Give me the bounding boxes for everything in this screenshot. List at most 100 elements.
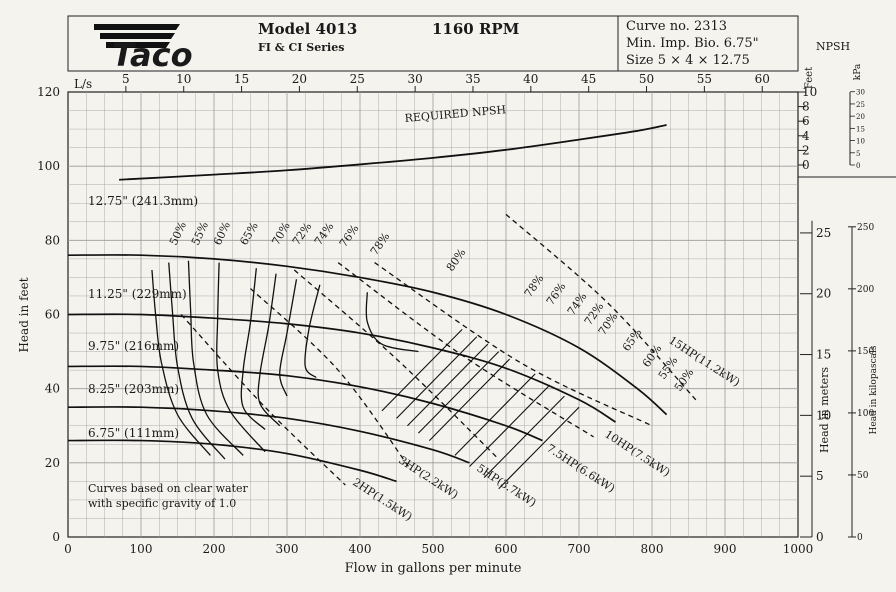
pump-size: Size 5 × 4 × 12.75 <box>626 53 750 68</box>
kpa-tick-label: 250 <box>857 223 874 233</box>
ls-tick-label: 55 <box>697 72 712 86</box>
impeller-label: 11.25" (229mm) <box>88 287 187 301</box>
efficiency-label: 65% <box>620 326 645 353</box>
hp-line <box>180 314 346 486</box>
kpa-tick-label: 100 <box>857 409 874 419</box>
impeller-label: 9.75" (216mm) <box>88 339 179 353</box>
npsh-kpa-tick-label: 5 <box>856 150 860 158</box>
x-tick-label: 800 <box>641 542 664 556</box>
ls-tick-label: 5 <box>122 72 130 86</box>
x-tick-label: 300 <box>276 542 299 556</box>
efficiency-curve <box>279 279 298 397</box>
efficiency-curve <box>151 269 211 456</box>
efficiency-curve <box>187 260 244 456</box>
model-title: Model 4013 <box>258 20 357 38</box>
note-line-2: with specific gravity of 1.0 <box>88 497 236 510</box>
curve-no: Curve no. 2313 <box>626 19 727 34</box>
npsh-feet-tick-label: 8 <box>802 100 810 114</box>
hp-label: 5HP(3.7kW) <box>474 462 538 510</box>
efficiency-curve <box>216 262 266 453</box>
y-axis-title: Head in feet <box>17 277 31 352</box>
meters-axis-title: Head in meters <box>818 367 831 453</box>
npsh-feet-tick-label: 4 <box>802 129 810 143</box>
hp-label: 7.5HP(6.6kW) <box>544 442 617 496</box>
meters-tick-label: 10 <box>816 408 831 422</box>
y-tick-label: 0 <box>52 530 60 544</box>
efficiency-label: 74% <box>312 220 337 247</box>
x-axis-title: Flow in gallons per minute <box>345 561 522 576</box>
svg-text:Taco: Taco <box>112 36 193 74</box>
ls-tick-label: 30 <box>407 72 422 86</box>
y-tick-label: 80 <box>45 233 60 247</box>
npsh-kpa-tick-label: 25 <box>856 101 865 109</box>
impeller-label: 12.75" (241.3mm) <box>88 194 198 208</box>
efficiency-label: 78% <box>368 230 393 257</box>
efficiency-label: 65% <box>237 220 260 248</box>
x-tick-label: 700 <box>568 542 591 556</box>
npsh-kpa-tick-label: 10 <box>856 138 865 146</box>
npsh-kpa-label: kPa <box>853 63 863 80</box>
npsh-kpa-tick-label: 30 <box>856 89 865 97</box>
efficiency-curve <box>240 268 266 430</box>
y-tick-label: 60 <box>45 308 60 322</box>
efficiency-label: 76% <box>337 222 362 249</box>
min-impeller: Min. Imp. Bio. 6.75" <box>626 36 759 51</box>
x-tick-label: 200 <box>203 542 226 556</box>
npsh-feet-tick-label: 6 <box>802 114 810 128</box>
impeller-curve <box>67 406 470 464</box>
efficiency-curve <box>168 262 226 460</box>
hp-label: 3HP(2.2kW) <box>396 454 460 502</box>
x-tick-label: 500 <box>422 542 445 556</box>
efficiency-label: 76% <box>544 280 569 307</box>
ls-tick-label: 60 <box>755 72 770 86</box>
impeller-curve <box>67 254 668 416</box>
meters-tick-label: 25 <box>816 226 831 240</box>
hp-line <box>293 269 500 460</box>
npsh-feet-tick-label: 10 <box>802 85 817 99</box>
axes: 0 100 200 300 400 500 600 700 800 900 100002040608… <box>37 72 896 556</box>
npsh-feet-tick-label: 0 <box>802 158 810 172</box>
y-tick-label: 120 <box>37 85 60 99</box>
impeller-curve <box>67 439 397 483</box>
kpa-tick-label: 0 <box>857 533 863 543</box>
impeller-label: 6.75" (111mm) <box>88 426 179 440</box>
ls-tick-label: 10 <box>176 72 191 86</box>
kpa-axis-title: Head in kilopascals <box>869 345 879 434</box>
efficiency-curve-tail <box>469 384 551 467</box>
series-labels: 12.75" (241.3mm) 11.25" (229mm) 9.75" (216… <box>88 194 742 524</box>
efficiency-curve-tail <box>428 358 511 441</box>
kpa-tick-label: 200 <box>857 285 874 295</box>
ls-tick-label: 25 <box>350 72 365 86</box>
x-tick-label: 600 <box>495 542 518 556</box>
efficiency-label: 70% <box>269 220 292 248</box>
efficiency-curve <box>365 292 419 353</box>
ls-tick-label: 35 <box>465 72 480 86</box>
x-tick-label: 0 <box>64 542 72 556</box>
npsh-curve <box>119 124 667 181</box>
y-tick-label: 40 <box>45 382 60 396</box>
efficiency-curve-tail <box>418 351 500 434</box>
efficiency-label: 80% <box>444 246 469 273</box>
meters-tick-label: 15 <box>816 348 831 362</box>
ls-tick-label: 50 <box>639 72 654 86</box>
meters-tick-label: 0 <box>816 530 824 544</box>
npsh-curve-label: REQUIRED NPSH <box>404 103 506 125</box>
meters-tick-label: 20 <box>816 287 831 301</box>
efficiency-label: 78% <box>522 272 547 299</box>
efficiency-label: 50% <box>167 220 189 248</box>
npsh-kpa-tick-label: 20 <box>856 113 865 121</box>
rpm-label: 1160 RPM <box>432 20 519 38</box>
npsh-title: NPSH <box>816 40 850 53</box>
efficiency-curve-tail <box>396 336 478 419</box>
y-tick-label: 100 <box>37 159 60 173</box>
efficiency-curve-tail <box>407 343 489 427</box>
efficiency-curve-tail <box>498 406 580 490</box>
ls-axis-title: L/s <box>74 77 92 91</box>
kpa-tick-label: 50 <box>857 471 869 481</box>
ls-tick-label: 15 <box>234 72 249 86</box>
impeller-label: 8.25" (203mm) <box>88 382 179 396</box>
hp-line <box>337 262 594 438</box>
efficiency-label: 55% <box>189 220 211 248</box>
